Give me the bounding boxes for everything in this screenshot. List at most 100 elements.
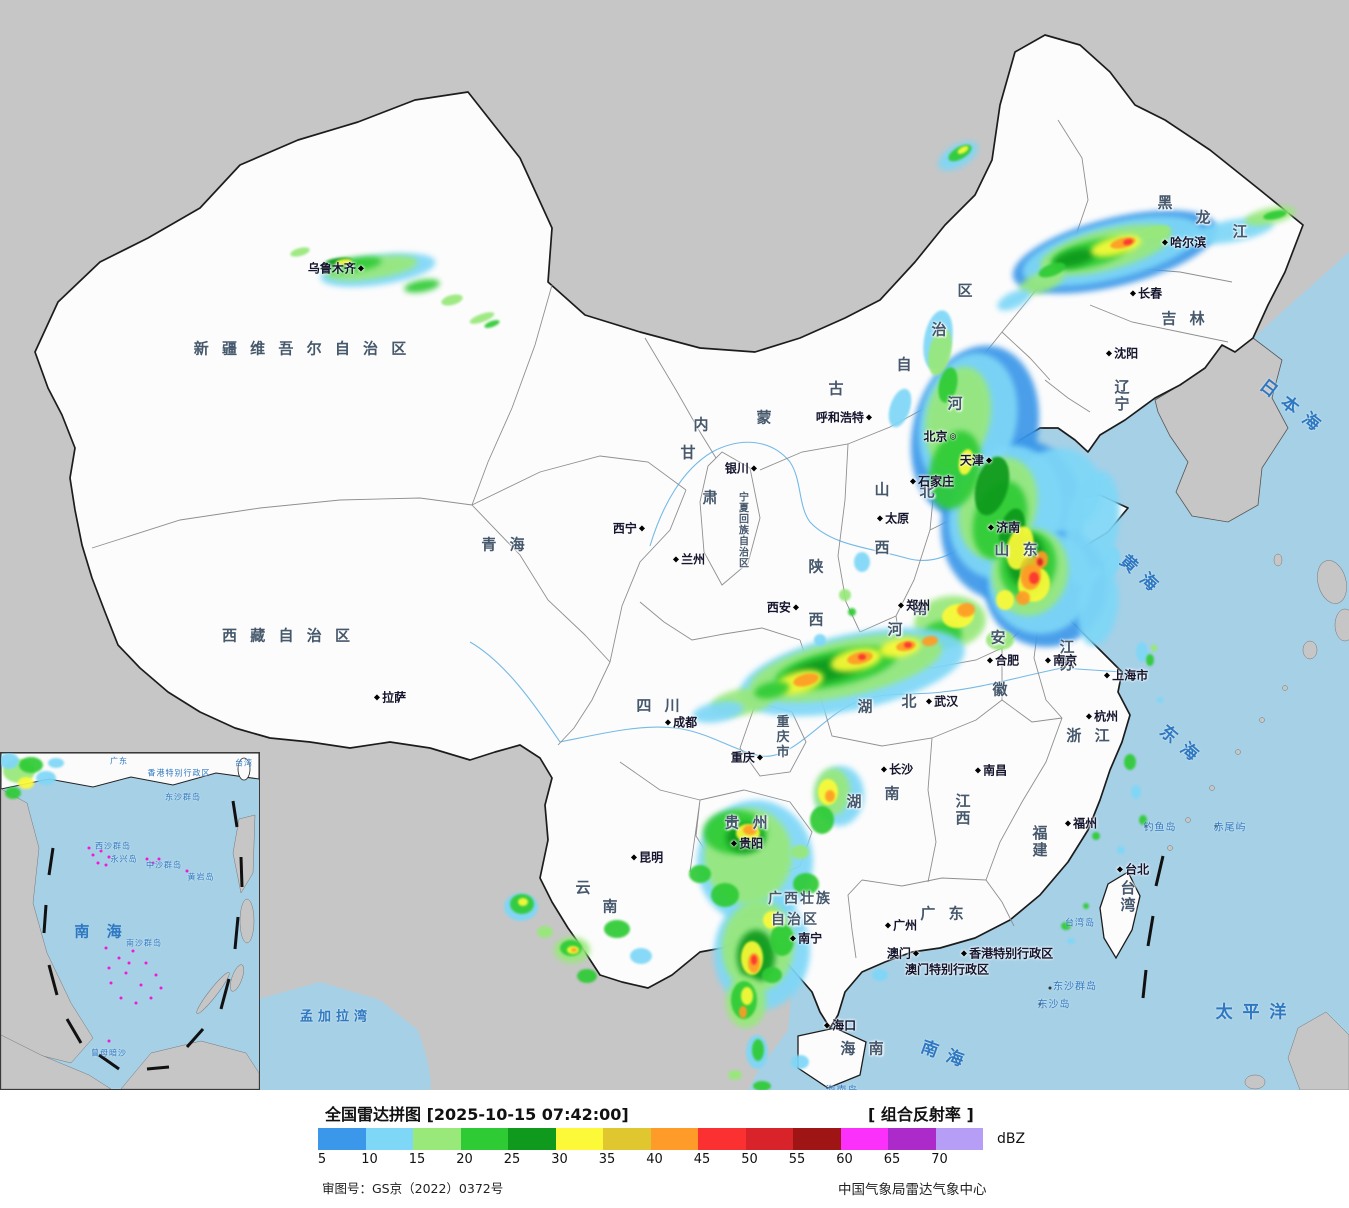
legend-tick: 50 bbox=[741, 1152, 758, 1167]
inset-island-markers bbox=[87, 846, 189, 1043]
legend-unit-label: dBZ bbox=[997, 1131, 1026, 1147]
land-russia bbox=[985, 0, 1349, 338]
legend-tick: 25 bbox=[503, 1152, 521, 1167]
radar-echo bbox=[957, 146, 969, 154]
legend-swatch bbox=[460, 1128, 508, 1150]
radar-echo bbox=[1016, 591, 1030, 605]
radar-echo bbox=[1053, 248, 1097, 268]
legend-swatch bbox=[745, 1128, 793, 1150]
radar-echo bbox=[791, 845, 809, 859]
taiwan-island bbox=[1099, 871, 1141, 960]
radar-echo bbox=[18, 777, 34, 789]
china-radar-map bbox=[0, 0, 1349, 1091]
legend-swatch bbox=[793, 1128, 841, 1150]
legend-swatch bbox=[413, 1128, 461, 1150]
radar-echo bbox=[739, 1006, 747, 1018]
radar-echo bbox=[1124, 754, 1136, 770]
radar-echo bbox=[48, 758, 64, 768]
radar-echo bbox=[692, 701, 744, 723]
radar-echo bbox=[1136, 642, 1148, 662]
radar-echo bbox=[1103, 547, 1121, 577]
radar-echo bbox=[1037, 558, 1043, 566]
radar-echo bbox=[571, 948, 577, 952]
radar-echo bbox=[5, 787, 21, 799]
inset-taiwan bbox=[237, 757, 251, 781]
legend-tick: 15 bbox=[408, 1152, 426, 1167]
radar-echo bbox=[810, 806, 834, 834]
radar-echo bbox=[762, 967, 782, 983]
legend-tick: 40 bbox=[646, 1152, 663, 1167]
radar-echo bbox=[1168, 232, 1204, 248]
radar-echo bbox=[19, 757, 43, 773]
issuer-credit: 中国气象局雷达气象中心 bbox=[838, 1182, 987, 1198]
radar-echo bbox=[1139, 225, 1171, 239]
inset-map bbox=[0, 752, 260, 1090]
radar-echo bbox=[793, 673, 819, 687]
radar-echo bbox=[996, 590, 1014, 610]
inset-echo-layer bbox=[0, 753, 64, 799]
legend-tick: 20 bbox=[456, 1152, 473, 1167]
sea-bay-of-bengal bbox=[255, 982, 432, 1090]
radar-echo bbox=[997, 289, 1031, 311]
legend-tick: 60 bbox=[836, 1152, 853, 1167]
legend-tick: 55 bbox=[788, 1152, 806, 1167]
legend-swatch bbox=[840, 1128, 888, 1150]
legend-swatch bbox=[888, 1128, 936, 1150]
radar-echo bbox=[1092, 832, 1100, 840]
radar-echo bbox=[888, 388, 912, 428]
legend-swatch bbox=[365, 1128, 413, 1150]
radar-echo bbox=[986, 630, 1014, 650]
radar-echo bbox=[763, 911, 781, 929]
radar-echo bbox=[958, 449, 974, 475]
radar-echo bbox=[1157, 697, 1163, 703]
radar-echo-layer bbox=[290, 141, 1296, 1091]
radar-echo bbox=[770, 924, 794, 956]
radar-echo bbox=[469, 312, 495, 324]
radar-echo bbox=[928, 328, 952, 376]
radar-echo bbox=[922, 635, 938, 647]
legend-swatch bbox=[650, 1128, 698, 1150]
radar-echo bbox=[1151, 644, 1157, 652]
map-area: 新 疆 维 吾 尔 自 治 区西 藏 自 治 区青 海甘肃内蒙古自治区黑龙江吉 … bbox=[0, 0, 1349, 1097]
radar-echo bbox=[858, 654, 866, 660]
legend-tick-row: 5 10 15 20 25 30 35 40 45 50 55 60 65 70 bbox=[318, 1152, 1018, 1170]
radar-echo bbox=[484, 320, 500, 328]
legend-tick: 45 bbox=[693, 1152, 711, 1167]
legend-tick: 35 bbox=[598, 1152, 616, 1167]
radar-echo bbox=[1061, 922, 1071, 930]
radar-echo bbox=[839, 589, 851, 601]
radar-echo bbox=[728, 1070, 742, 1080]
radar-echo bbox=[825, 790, 835, 802]
radar-echo bbox=[1077, 566, 1119, 646]
radar-echo bbox=[741, 987, 753, 1005]
radar-echo bbox=[404, 279, 440, 293]
legend-tick: 30 bbox=[551, 1152, 568, 1167]
radar-echo bbox=[290, 247, 310, 257]
land-philippines bbox=[1244, 1011, 1349, 1091]
island-dots bbox=[1038, 824, 1218, 1006]
legend-panel: 全国雷达拼图 [2025-10-15 07:42:00] [ 组合反射率 ] d… bbox=[0, 1090, 1349, 1208]
legend-swatch bbox=[318, 1128, 366, 1150]
radar-echo bbox=[791, 1055, 809, 1069]
radar-echo bbox=[1083, 903, 1089, 909]
south-china-sea-inset: 广东 香港特别行政区 台湾 东沙群岛 西沙群岛 永兴岛 中沙群岛 黄岩岛南 海南沙群岛 曾母暗沙 bbox=[0, 752, 260, 1090]
map-title: 全国雷达拼图 [2025-10-15 07:42:00] bbox=[325, 1105, 629, 1124]
legend-swatch bbox=[935, 1128, 983, 1150]
radar-echo bbox=[577, 969, 597, 983]
land-indochina bbox=[430, 878, 792, 1090]
inset-philippines bbox=[196, 814, 256, 1014]
radar-echo bbox=[754, 681, 790, 699]
radar-echo bbox=[441, 294, 463, 306]
radar-echo bbox=[689, 865, 711, 883]
legend-tick: 65 bbox=[883, 1152, 901, 1167]
legend-swatch bbox=[508, 1128, 556, 1150]
legend-swatch bbox=[603, 1128, 651, 1150]
radar-echo bbox=[1067, 938, 1075, 944]
radar-echo bbox=[1029, 572, 1039, 584]
radar-echo bbox=[974, 456, 1010, 516]
radar-echo bbox=[518, 898, 528, 906]
radar-echo bbox=[751, 955, 757, 965]
inset-malay bbox=[0, 1034, 112, 1090]
product-name: [ 组合反射率 ] bbox=[868, 1105, 974, 1124]
